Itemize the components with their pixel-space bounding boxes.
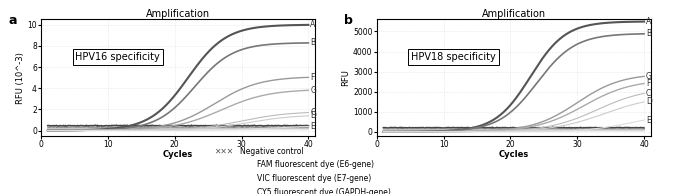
Text: F: F <box>646 79 651 88</box>
Y-axis label: RFU (10^-3): RFU (10^-3) <box>16 52 25 104</box>
Text: CY5 fluorescent dye (GAPDH-gene): CY5 fluorescent dye (GAPDH-gene) <box>257 188 390 194</box>
X-axis label: Cycles: Cycles <box>163 150 193 159</box>
Y-axis label: RFU: RFU <box>341 69 350 86</box>
Text: B: B <box>310 38 316 47</box>
X-axis label: Cycles: Cycles <box>499 150 529 159</box>
Text: G: G <box>310 86 316 95</box>
Text: FAM fluorescent dye (E6-gene): FAM fluorescent dye (E6-gene) <box>257 160 374 169</box>
Text: ✕✕✕: ✕✕✕ <box>214 147 233 156</box>
Text: G: G <box>646 72 652 81</box>
Text: C: C <box>310 108 316 117</box>
Text: HPV16 specificity: HPV16 specificity <box>75 52 160 62</box>
Text: A: A <box>310 20 316 29</box>
Title: Amplification: Amplification <box>482 9 546 19</box>
Text: D: D <box>310 111 316 120</box>
Text: a: a <box>8 14 16 27</box>
Text: HPV18 specificity: HPV18 specificity <box>411 52 496 62</box>
Text: D: D <box>646 97 652 107</box>
Text: C: C <box>646 89 651 98</box>
Text: E: E <box>310 122 315 131</box>
Text: A: A <box>646 17 651 26</box>
Text: F: F <box>310 73 315 82</box>
Title: Amplification: Amplification <box>146 9 210 19</box>
Text: E: E <box>646 116 651 125</box>
Text: VIC fluorescent dye (E7-gene): VIC fluorescent dye (E7-gene) <box>257 174 371 183</box>
Text: Negative control: Negative control <box>240 147 303 156</box>
Text: B: B <box>646 29 651 38</box>
Text: b: b <box>344 14 353 27</box>
